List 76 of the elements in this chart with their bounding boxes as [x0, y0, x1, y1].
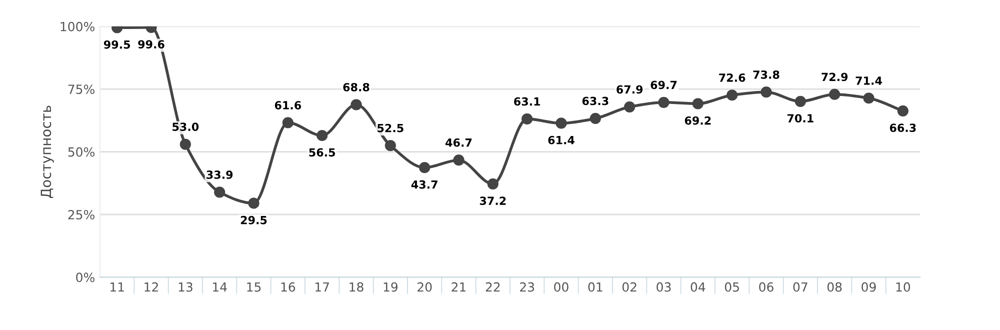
x-tick-label: 04 [690, 282, 706, 292]
point [522, 113, 533, 124]
x-tick-label: 15 [247, 282, 261, 292]
data-label: 56.5 [309, 148, 336, 157]
x-tick-label: 12 [144, 282, 158, 292]
x-tick-label: 11 [110, 282, 124, 292]
data-label: 69.2 [684, 116, 711, 125]
x-tick-label: 06 [759, 282, 774, 292]
y-tick-label: 50% [68, 147, 94, 157]
point [794, 96, 806, 107]
y-tick-label: 0% [76, 272, 94, 282]
data-label: 63.3 [582, 96, 608, 106]
point [829, 88, 840, 100]
point [624, 101, 636, 112]
data-label: 33.9 [206, 170, 233, 179]
point [590, 112, 601, 124]
y-tick-label: 75% [68, 84, 94, 94]
point [282, 117, 294, 128]
x-tick-label: 02 [622, 282, 636, 292]
point [214, 186, 226, 198]
x-tick-label: 20 [418, 282, 432, 292]
x-tick-label: 14 [213, 282, 227, 292]
data-label: 71.4 [856, 76, 882, 85]
x-tick-label: 19 [384, 282, 398, 292]
x-tick-label: 07 [793, 282, 808, 292]
data-label: 99.5 [104, 40, 130, 49]
data-label: 69.7 [650, 80, 677, 90]
data-label: 29.5 [240, 216, 267, 224]
x-tick-label: 22 [486, 282, 500, 292]
point [453, 154, 464, 166]
point [692, 98, 704, 110]
data-label: 61.6 [274, 101, 302, 110]
data-label: 72.9 [822, 72, 848, 82]
x-tick-label: 08 [827, 282, 842, 292]
y-tick-label: 25% [68, 210, 94, 220]
y-axis-title: Доступность [40, 106, 54, 198]
point [350, 99, 362, 110]
x-tick-label: 10 [896, 282, 910, 292]
point [487, 178, 498, 190]
y-tick-label: 100% [60, 22, 94, 32]
data-label: 73.8 [753, 70, 780, 79]
x-tick-label: 01 [588, 282, 602, 292]
point [760, 86, 772, 98]
data-label: 67.9 [616, 85, 643, 94]
point [863, 92, 874, 104]
x-tick-label: 03 [656, 282, 671, 292]
point [658, 96, 670, 108]
point [384, 140, 396, 152]
data-label: 43.7 [411, 180, 438, 189]
data-label: 52.5 [378, 124, 404, 132]
x-tick-label: 23 [520, 282, 534, 292]
data-label: 37.2 [480, 196, 506, 206]
data-label: 66.3 [890, 124, 916, 132]
data-label: 61.4 [548, 136, 574, 144]
data-label: 72.6 [719, 73, 746, 82]
x-tick-label: 21 [452, 282, 466, 292]
x-tick-label: 18 [350, 282, 364, 292]
x-tick-label: 09 [862, 282, 876, 292]
x-tick-label: 00 [554, 282, 568, 292]
data-label: 53.0 [172, 122, 199, 132]
data-label: 70.1 [787, 114, 814, 122]
point [556, 118, 567, 129]
point [180, 138, 191, 150]
point [726, 90, 738, 101]
data-label: 63.1 [514, 97, 540, 106]
point [316, 130, 328, 142]
point [248, 198, 260, 209]
data-label: 99.6 [138, 40, 164, 49]
x-tick-label: 13 [178, 282, 192, 292]
point [897, 105, 908, 116]
x-tick-label: 05 [724, 282, 739, 292]
x-tick-label: 16 [281, 282, 296, 292]
x-tick-label: 17 [316, 282, 329, 292]
data-label: 46.7 [446, 138, 472, 147]
data-label: 68.8 [343, 82, 370, 92]
point [419, 162, 430, 174]
